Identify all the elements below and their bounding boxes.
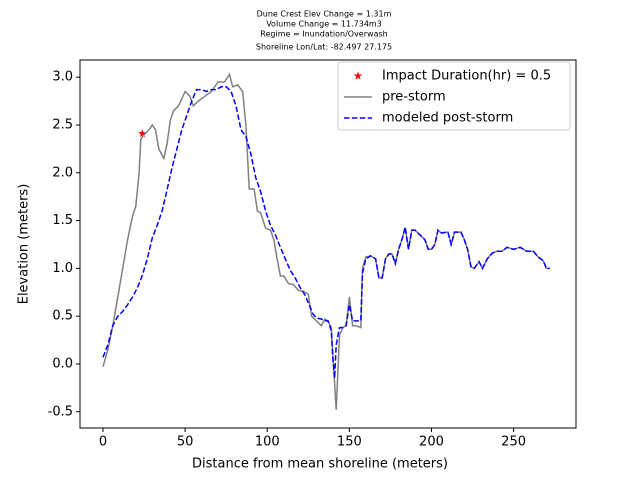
axes-frame [79,59,577,429]
y-tick-label: 0.5 [52,309,73,324]
y-tick-label: 2.0 [52,165,73,180]
x-tick-label: 250 [501,435,526,450]
y-tick-label: -0.5 [48,404,73,419]
y-axis-label: Elevation (meters) [17,184,32,305]
chart-title: Regime = Inundation/Overwash [260,30,387,39]
chart-title: Dune Crest Elev Change = 1.31m [257,10,392,19]
chart-title: Volume Change = 11.734m3 [266,20,382,29]
star-marker [138,129,147,138]
chart-title: Shoreline Lon/Lat: -82.497 27.175 [256,43,392,52]
y-tick-label: 1.5 [52,213,73,228]
x-axis-label: Distance from mean shoreline (meters) [192,457,448,472]
y-tick-label: 3.0 [52,70,73,85]
legend-box [337,61,571,131]
y-tick-label: 1.0 [52,261,73,276]
x-tick-label: 100 [255,435,280,450]
x-tick-label: 50 [177,435,194,450]
legend-marker [353,71,363,80]
y-tick-label: 2.5 [52,117,73,132]
legend-label: Impact Duration(hr) = 0.5 [382,69,551,84]
x-tick-label: 150 [337,435,362,450]
x-tick-label: 200 [419,435,444,450]
legend-label: pre-storm [382,90,446,105]
x-tick-label: 0 [99,435,107,450]
series-line [102,86,550,379]
y-tick-label: 0.0 [52,356,73,371]
legend-label: modeled post-storm [382,111,513,126]
